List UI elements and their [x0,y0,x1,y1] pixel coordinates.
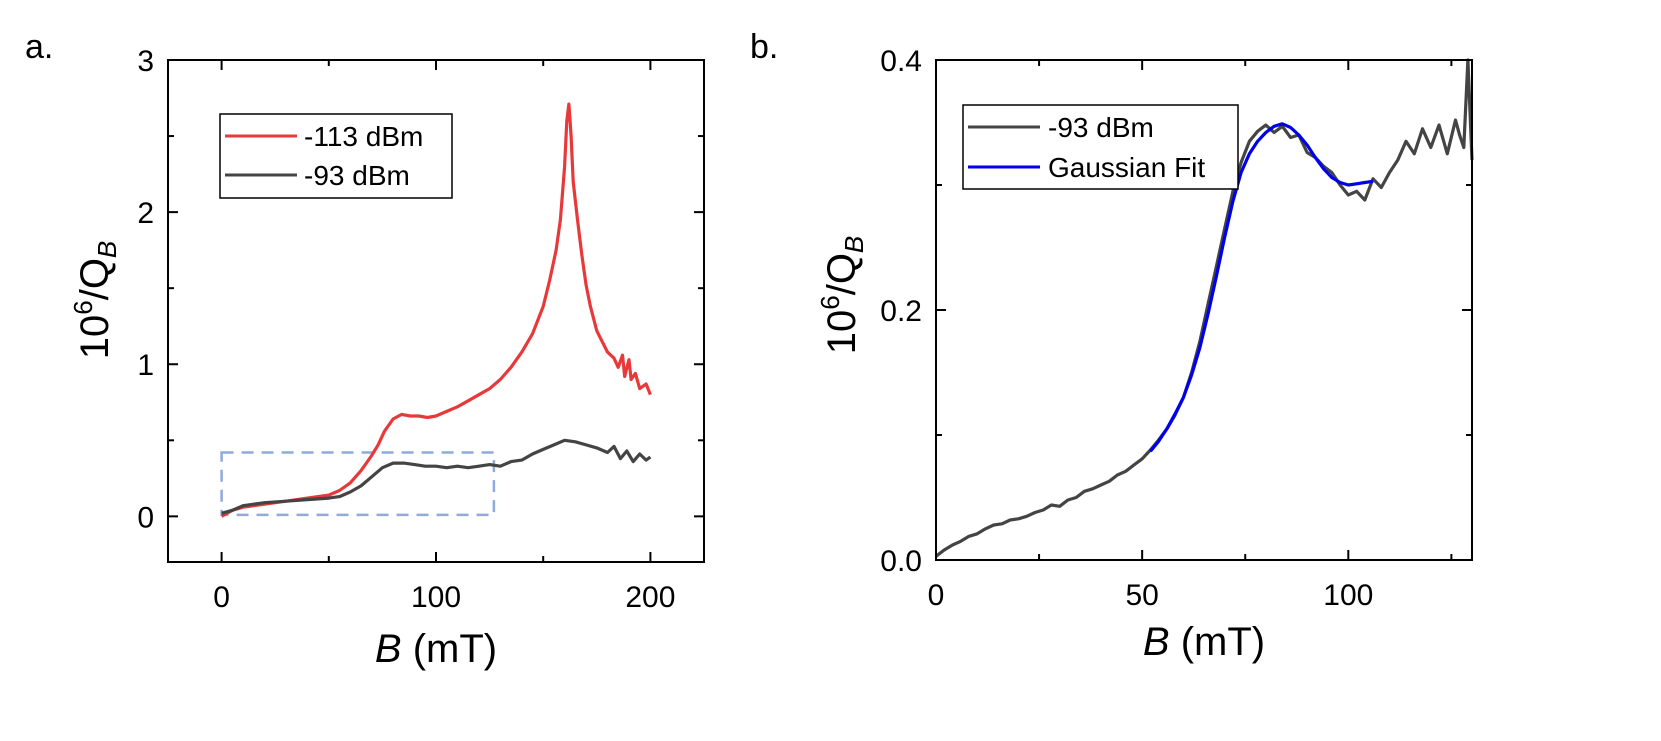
panel-a-y-axis-sup: 6 [68,300,98,314]
panel-a-series-0-line [220,102,652,518]
panel-b-y-axis-mid: /Q [820,253,864,295]
panel-a-y-tick-label: 0 [137,501,154,534]
panel-b-series-0-line [935,58,1474,558]
panel-b-ticks: 0 50 100 0.0 0.2 0.4 [880,45,1472,612]
panel-b-x-tick-label: 0 [928,579,945,612]
panel-a-x-tick-label: 100 [411,581,461,614]
panel-a-x-tick-label: 0 [213,581,230,614]
panel-a-label: a. [25,28,53,66]
panel-b-legend-label-1: Gaussian Fit [1048,152,1205,183]
panel-a-y-tick-label: 3 [137,45,154,78]
panel-a-y-tick-label: 1 [137,349,154,382]
panel-b-y-tick-label: 0.4 [880,45,922,78]
panel-b-y-tick-label: 0.0 [880,545,922,578]
panel-a-x-axis-unit: (mT) [402,627,498,671]
panel-b-legend-label-0: -93 dBm [1048,112,1154,143]
panel-a-ticks: 0 100 200 0 1 2 3 [137,45,704,614]
panel-a-legend-box [219,113,453,199]
panel-a-inset-box [220,451,496,517]
panel-a-legend: -113 dBm -93 dBm [219,113,453,199]
panel-a-y-axis-prefix: 10 [73,315,117,360]
panel-b-x-axis-var: B [1143,620,1170,664]
panel-a-x-tick-label: 200 [625,581,675,614]
panel-a-y-axis-label: 106/QB [68,241,122,360]
panel-a-x-axis-label: B (mT) [375,627,497,671]
panel-a-y-axis-mid: /Q [73,258,117,300]
panel-b-x-axis-unit: (mT) [1170,620,1266,664]
panel-a-x-axis-var: B [375,627,402,671]
panel-b-legend-box [962,104,1239,190]
panel-a-legend-label-0: -113 dBm [304,121,423,152]
panel-b-x-tick-label: 100 [1323,579,1373,612]
panel-b-plot-area [935,58,1474,558]
panel-b-x-tick-label: 50 [1125,579,1158,612]
panel-b-y-axis-label: 106/QB [815,236,869,355]
panel-b-label: b. [750,28,778,66]
panel-a-legend-label-1: -93 dBm [304,160,410,191]
panel-a-plot-area [220,102,652,518]
panel-a-series-1-line [221,438,652,515]
panel-b-x-axis-label: B (mT) [1143,620,1265,664]
panel-b-series-1-line [1149,122,1374,453]
panel-b-y-axis-sup: 6 [815,295,845,309]
panel-b-y-axis-prefix: 10 [820,310,864,355]
panel-a-y-axis-sub: B [92,241,122,258]
panel-a-y-tick-label: 2 [137,197,154,230]
panel-b-y-axis-sub: B [839,236,869,253]
panel-b-legend: -93 dBm Gaussian Fit [962,104,1239,190]
panel-b-y-tick-label: 0.2 [880,295,922,328]
